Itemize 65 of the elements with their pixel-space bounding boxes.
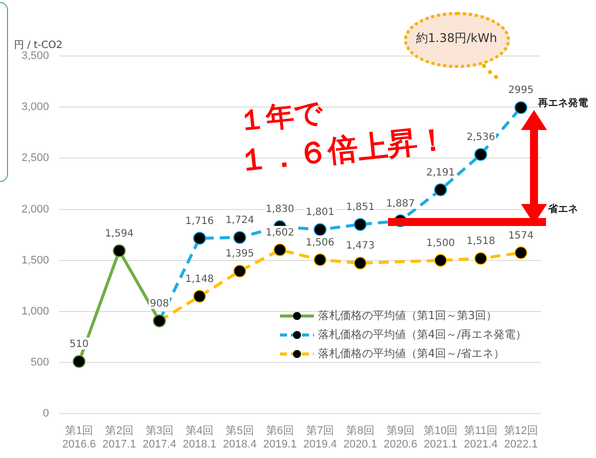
data-label: 1,148 bbox=[185, 274, 214, 285]
x-tick-label: 第2回 2017.1 bbox=[102, 425, 136, 450]
y-axis-title: 円 / t-CO2 bbox=[14, 39, 62, 51]
x-tick-label: 第3回 2017.4 bbox=[142, 425, 176, 450]
y-tick-label: 1,000 bbox=[21, 305, 49, 318]
y-tick-label: 3,500 bbox=[21, 50, 49, 62]
point bbox=[434, 183, 448, 196]
data-label: 1,716 bbox=[185, 216, 214, 227]
point bbox=[233, 230, 246, 244]
annotation: 再エネ発電 bbox=[538, 96, 588, 110]
legend-label: 落札価格の平均値（第1回～第3回） bbox=[318, 308, 497, 324]
data-label: 1,724 bbox=[225, 215, 254, 226]
y-tick-label: 500 bbox=[30, 356, 49, 369]
x-tick-label: 第8回 2020.1 bbox=[343, 425, 378, 450]
x-tick-label: 第11回 2021.4 bbox=[464, 425, 498, 450]
point bbox=[193, 232, 206, 245]
point bbox=[474, 252, 488, 266]
data-label: 1,887 bbox=[386, 198, 415, 210]
data-label: 1,395 bbox=[225, 248, 254, 260]
y-tick-label: 2,500 bbox=[21, 152, 49, 164]
legend-label: 落札価格の平均値（第4回～/省エネ） bbox=[318, 346, 505, 362]
data-label: 2995 bbox=[508, 85, 534, 96]
data-label: 1,801 bbox=[306, 207, 334, 218]
data-label: 1,594 bbox=[104, 228, 134, 240]
data-label: 1,500 bbox=[426, 238, 455, 249]
point bbox=[474, 148, 488, 161]
x-tick-label: 第6回 2019.1 bbox=[263, 425, 297, 450]
data-label: 1,830 bbox=[266, 204, 294, 216]
point bbox=[233, 264, 246, 278]
y-tick-label: 3,000 bbox=[21, 101, 49, 114]
data-label: 1,473 bbox=[346, 240, 375, 252]
point bbox=[514, 246, 528, 260]
data-label: 2,536 bbox=[466, 132, 496, 144]
x-tick-label: 第7回 2019.4 bbox=[303, 425, 337, 450]
data-label: 1,518 bbox=[466, 236, 496, 248]
x-tick-label: 第5回 2018.4 bbox=[222, 425, 257, 450]
data-label: 1,851 bbox=[346, 202, 375, 214]
point bbox=[314, 253, 327, 266]
x-tick-label: 第9回 2020.6 bbox=[384, 425, 418, 450]
data-label: 1574 bbox=[508, 230, 534, 242]
data-label: 2,191 bbox=[426, 167, 455, 178]
point bbox=[354, 218, 367, 231]
legend-label: 落札価格の平均値（第4回～/再エネ発電） bbox=[318, 327, 527, 343]
data-label: 510 bbox=[70, 339, 89, 350]
point bbox=[514, 101, 528, 114]
point bbox=[434, 254, 448, 267]
x-tick-label: 第4回 2018.1 bbox=[182, 425, 216, 450]
y-tick-label: 1,500 bbox=[21, 254, 49, 266]
y-tick-label: 2,000 bbox=[21, 203, 49, 216]
x-tick-label: 第10回 2021.1 bbox=[423, 425, 458, 450]
text: 約1.38円/kWh bbox=[414, 30, 498, 47]
x-tick-label: 第12回 2022.1 bbox=[504, 425, 538, 450]
data-label: 908 bbox=[150, 298, 169, 310]
x-tick-label: 第1回 2016.6 bbox=[62, 425, 96, 450]
data-label: 1,506 bbox=[306, 237, 334, 248]
point bbox=[112, 244, 126, 258]
y-tick-label: 0 bbox=[42, 408, 49, 420]
point bbox=[72, 354, 86, 368]
annotation: １年で bbox=[236, 94, 325, 140]
point bbox=[193, 290, 206, 303]
text: 省エネ bbox=[548, 202, 578, 216]
point bbox=[273, 243, 286, 256]
point bbox=[314, 223, 327, 236]
point bbox=[354, 256, 367, 270]
data-label: 1,602 bbox=[266, 228, 294, 239]
